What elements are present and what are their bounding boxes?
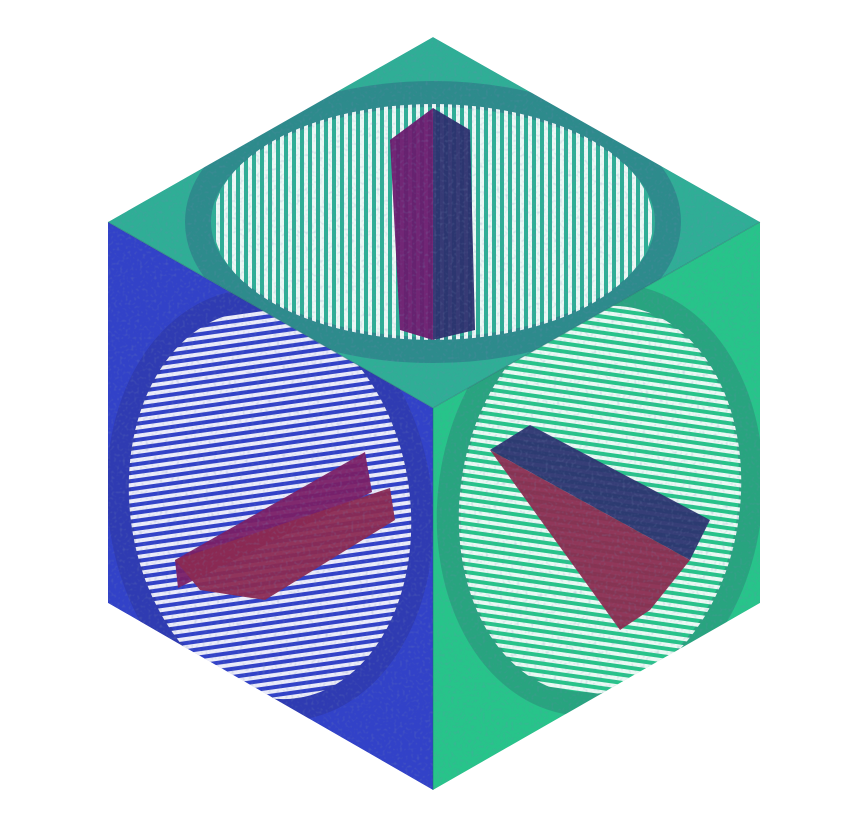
- cube-right-face: [433, 222, 760, 790]
- cube-edges: [107, 221, 761, 790]
- cube-left-face: [108, 222, 433, 790]
